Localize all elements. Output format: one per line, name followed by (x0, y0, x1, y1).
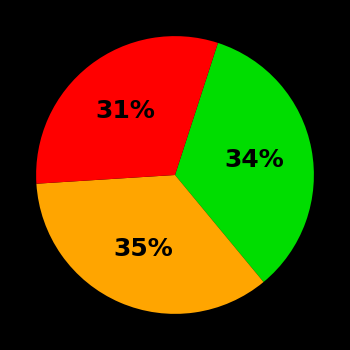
Wedge shape (36, 175, 264, 314)
Wedge shape (36, 36, 218, 184)
Wedge shape (175, 43, 314, 282)
Text: 31%: 31% (96, 99, 155, 123)
Text: 35%: 35% (113, 237, 173, 261)
Text: 34%: 34% (224, 148, 284, 172)
